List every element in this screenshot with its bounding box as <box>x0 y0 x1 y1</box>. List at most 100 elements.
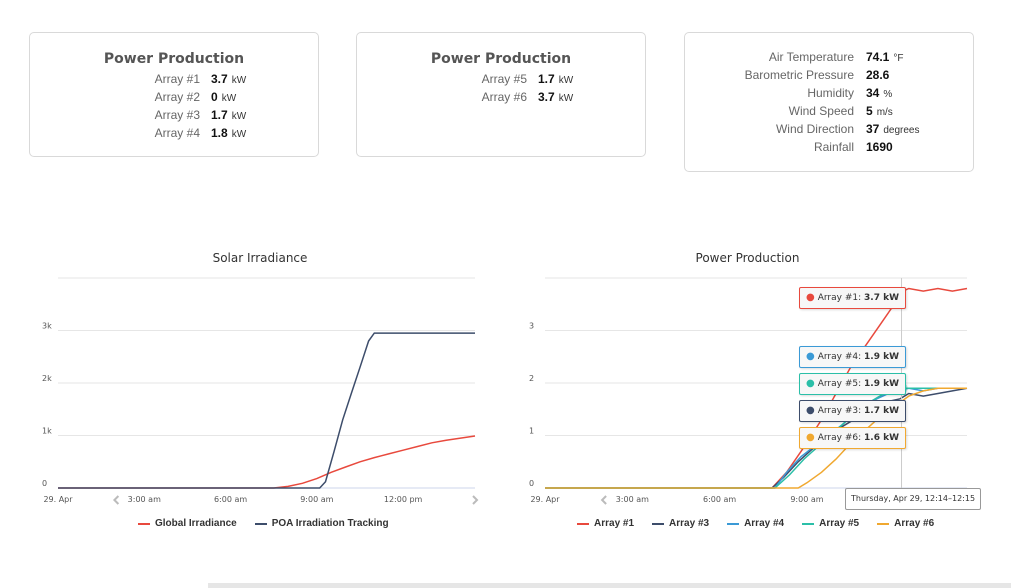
value-text: 1690 <box>866 140 893 154</box>
tooltip-series: Array #5 <box>817 379 859 389</box>
power-production-card-2: Power Production Array #5 1.7 kW Array #6… <box>356 32 646 157</box>
row-label: Rainfall <box>813 140 854 154</box>
row-value: 1.8 kW <box>211 124 246 144</box>
legend-item-array-6[interactable]: Array #6 <box>877 518 934 529</box>
y-tick-label: 1k <box>42 427 52 436</box>
row-label: Humidity <box>807 86 854 100</box>
legend-item-array-3[interactable]: Array #3 <box>652 518 709 529</box>
unit-text: degrees <box>883 125 920 136</box>
array-2-row: Array #2 0 kW <box>30 88 318 106</box>
tooltip-dot: ● <box>806 405 815 416</box>
tooltip-dot: ● <box>806 351 815 362</box>
rainfall-row: Rainfall 1690 <box>685 138 973 156</box>
solar-irradiance-plot[interactable]: 0 1k 2k 3k 29. Apr 3:00 am 6:00 am 9:00 am 12:00… <box>30 270 490 540</box>
value-text: 3.7 <box>211 72 228 86</box>
x-tick-label: 6:00 am <box>703 495 736 504</box>
power-production-chart: Power Production 0 1 2 3 29. Apr 3:00 am 6:00 … <box>515 245 982 540</box>
tooltip-array-1: ● Array #1: 3.7 kW <box>799 287 907 309</box>
legend-label: Array #3 <box>669 518 710 529</box>
row-value: 1.7 kW <box>211 106 246 126</box>
barometric-pressure-row: Barometric Pressure 28.6 <box>685 66 973 84</box>
y-tick-label: 0 <box>529 479 534 488</box>
legend-label: Array #6 <box>894 518 935 529</box>
scroll-left-icon[interactable] <box>600 495 607 505</box>
value-text: 1.8 <box>211 126 228 140</box>
legend-item-poa-irradiation-tracking[interactable]: POA Irradiation Tracking <box>254 518 389 529</box>
tooltip-dot: ● <box>806 292 815 303</box>
legend-swatch <box>577 522 589 525</box>
legend-item-array-1[interactable]: Array #1 <box>577 518 634 529</box>
legend-item-array-5[interactable]: Array #5 <box>802 518 859 529</box>
x-tick-label: 3:00 am <box>128 495 161 504</box>
tooltip-dot: ● <box>806 432 815 443</box>
row-value: 3.7 kW <box>211 70 246 90</box>
row-label: Wind Speed <box>788 104 854 118</box>
chart-legend: Global Irradiance POA Irradiation Tracki… <box>138 518 389 529</box>
array-1-row: Array #1 3.7 kW <box>30 70 318 88</box>
row-label: Wind Direction <box>775 122 854 136</box>
air-temperature-row: Air Temperature 74.1 °F <box>685 48 973 66</box>
legend-swatch <box>802 522 815 525</box>
value-text: 1.7 <box>211 108 228 122</box>
legend-label: Array #4 <box>744 518 785 529</box>
tooltip-series: Array #1 <box>817 293 859 303</box>
value-text: 3.7 <box>538 90 555 104</box>
legend-label: Global Irradiance <box>155 518 237 529</box>
unit-text: kW <box>231 111 247 122</box>
y-tick-label: 2 <box>529 374 534 383</box>
row-label: Barometric Pressure <box>744 68 854 82</box>
series-line-global-irradiance <box>58 435 476 489</box>
card-title: Power Production <box>430 51 572 67</box>
weather-card: Air Temperature 74.1 °F Barometric Pressu… <box>684 32 974 172</box>
tooltip-array-3: ● Array #3: 1.7 kW <box>799 400 907 422</box>
row-value: 34% <box>866 84 892 104</box>
row-value: 1690 <box>866 138 897 158</box>
row-value: 37 degrees <box>866 120 920 140</box>
y-tick-label: 0 <box>42 479 47 488</box>
tooltip-value: 1.7 kW <box>864 406 900 416</box>
x-tick-label: 29. Apr <box>530 495 560 504</box>
array-3-row: Array #3 1.7 kW <box>30 106 318 124</box>
legend-item-global-irradiance[interactable]: Global Irradiance <box>138 518 237 529</box>
tooltip-value: 1.9 kW <box>864 352 900 362</box>
array-5-row: Array #5 1.7 kW <box>357 70 645 88</box>
unit-text: kW <box>558 75 574 86</box>
chart-title: Solar Irradiance <box>212 251 308 265</box>
unit-text: kW <box>231 75 247 86</box>
tooltip-series: Array #6 <box>817 433 859 443</box>
row-label: Array #3 <box>154 108 200 122</box>
y-tick-label: 2k <box>42 374 52 383</box>
legend-swatch <box>254 522 267 525</box>
unit-text: kW <box>558 93 574 104</box>
value-text: 28.6 <box>866 68 890 82</box>
tooltip-array-5: ● Array #5: 1.9 kW <box>799 373 907 395</box>
y-tick-label: 3k <box>42 322 52 331</box>
value-text: 5 <box>866 104 873 118</box>
value-text: 0 <box>211 90 218 104</box>
legend-swatch <box>877 522 890 525</box>
row-label: Array #4 <box>154 126 200 140</box>
bottom-scrollbar[interactable] <box>208 583 1011 588</box>
unit-text: m/s <box>876 107 893 118</box>
legend-label: POA Irradiation Tracking <box>271 518 389 529</box>
tooltip-value: 1.9 kW <box>864 379 900 389</box>
x-tick-label: 6:00 am <box>214 495 247 504</box>
chart-title: Power Production <box>695 251 800 265</box>
row-label: Array #1 <box>154 72 200 86</box>
scroll-left-icon[interactable] <box>112 495 120 505</box>
row-value: 0 kW <box>211 88 236 108</box>
crosshair-date-label: Thursday, Apr 29, 12:14–12:15 <box>845 488 982 510</box>
row-label: Air Temperature <box>768 50 854 64</box>
tooltip-array-6: ● Array #6: 1.6 kW <box>799 427 907 449</box>
legend-label: Array #1 <box>594 518 635 529</box>
scroll-right-icon[interactable] <box>472 495 479 505</box>
legend-item-array-4[interactable]: Array #4 <box>727 518 784 529</box>
power-production-card-1: Power Production Array #1 3.7 kW Array #2… <box>29 32 319 157</box>
x-tick-label: 29. Apr <box>43 495 73 504</box>
row-value: 5 m/s <box>866 102 893 122</box>
row-value: 1.7 kW <box>538 70 573 90</box>
row-value: 28.6 <box>866 66 893 86</box>
unit-text: % <box>883 89 893 100</box>
tooltip-series: Array #3 <box>817 406 859 416</box>
